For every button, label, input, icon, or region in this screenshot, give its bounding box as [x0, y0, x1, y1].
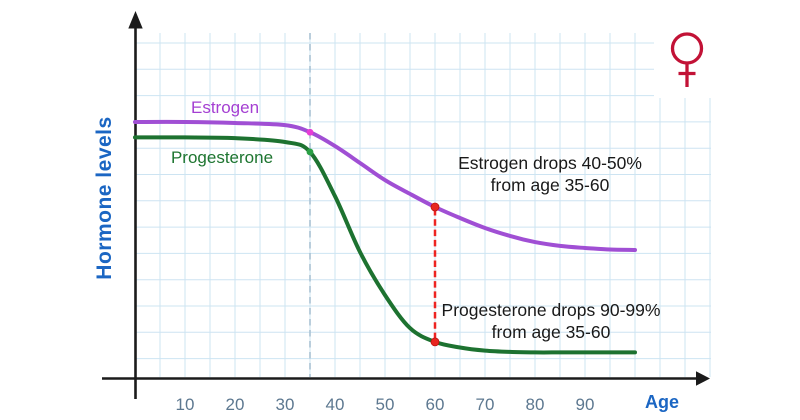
annotation-line: Estrogen drops 40-50%	[458, 153, 642, 173]
drop-connector-dot	[430, 202, 440, 212]
estrogen-curve-label: Estrogen	[190, 98, 260, 117]
x-tick-label-90: 90	[575, 395, 595, 414]
x-axis-title: Age	[644, 392, 680, 412]
estrogen-age35-dot	[306, 128, 314, 136]
estrogen-curve	[133, 119, 637, 252]
female-icon-circle	[670, 32, 704, 65]
x-tick-label-20: 20	[225, 395, 245, 414]
x-tick-label-30: 30	[275, 395, 295, 414]
female-icon	[670, 32, 704, 87]
drop-connector-dot	[430, 337, 440, 347]
x-tick-label-40: 40	[325, 395, 345, 414]
axes	[102, 11, 710, 399]
x-tick-label-10: 10	[175, 395, 195, 414]
x-tick-label-50: 50	[375, 395, 395, 414]
hormone-curves	[133, 119, 637, 355]
grid	[136, 33, 711, 377]
progesterone-curve-label: Progesterone	[170, 148, 274, 167]
y-axis-arrow-icon	[128, 11, 143, 29]
x-tick-label-80: 80	[525, 395, 545, 414]
annotation-line: from age 35-60	[490, 174, 610, 195]
estrogen-drop-annotation: Estrogen drops 40-50% from age 35-60	[458, 153, 642, 196]
annotation-line: Progesterone drops 90-99%	[441, 300, 661, 320]
x-tick-label-60: 60	[425, 395, 445, 414]
chart-markers	[306, 128, 440, 347]
y-axis-title: Hormone levels	[93, 116, 116, 280]
annotation-line: from age 35-60	[491, 321, 611, 342]
x-axis-arrow-icon	[696, 371, 710, 386]
progesterone-curve	[133, 135, 637, 355]
progesterone-age35-dot	[306, 148, 314, 156]
progesterone-drop-annotation: Progesterone drops 90-99% from age 35-60	[442, 300, 661, 343]
x-tick-label-70: 70	[475, 395, 495, 414]
